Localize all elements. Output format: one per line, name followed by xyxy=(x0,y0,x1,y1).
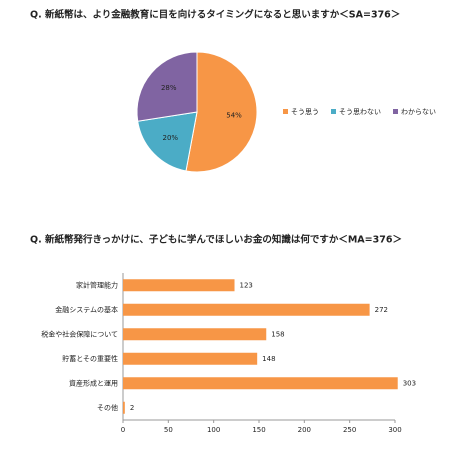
data-label: 20% xyxy=(163,134,179,142)
data-label: 2 xyxy=(130,404,134,412)
legend-label: そう思わない xyxy=(339,108,381,116)
chart-title: Q. 新紙幣は、より金融教育に目を向けるタイミングになると思いますか＜SA=37… xyxy=(30,9,400,21)
legend-label: わからない xyxy=(401,108,436,116)
x-tick-label: 200 xyxy=(298,426,311,434)
y-tick-label: その他 xyxy=(97,403,118,412)
data-label: 272 xyxy=(375,306,388,314)
bar xyxy=(123,352,258,365)
y-tick-label: 家計管理能力 xyxy=(76,280,118,289)
legend-swatch xyxy=(283,109,288,114)
y-tick-label: 税金や社会保障について xyxy=(41,329,118,338)
x-tick-label: 250 xyxy=(343,426,356,434)
bar xyxy=(123,401,125,414)
pie-slice xyxy=(136,51,198,122)
pie-slice xyxy=(185,51,258,173)
data-label: 123 xyxy=(240,281,253,289)
data-label: 158 xyxy=(271,330,284,338)
data-label: 28% xyxy=(161,84,177,92)
x-tick-label: 300 xyxy=(388,426,401,434)
legend-label: そう思う xyxy=(291,108,319,116)
x-tick-label: 50 xyxy=(164,426,173,434)
chart-title: Q. 新紙幣発行きっかけに、子どもに学んでほしいお金の知識は何ですか＜MA=37… xyxy=(30,234,402,246)
legend-swatch xyxy=(393,109,398,114)
x-tick-label: 0 xyxy=(121,426,125,434)
bar xyxy=(123,328,267,341)
y-tick-label: 資産形成と運用 xyxy=(69,378,118,387)
legend-swatch xyxy=(331,109,336,114)
data-label: 148 xyxy=(262,355,275,363)
data-label: 54% xyxy=(226,111,242,119)
x-tick-label: 100 xyxy=(207,426,220,434)
data-label: 303 xyxy=(403,379,416,387)
bar xyxy=(123,303,370,316)
x-tick-label: 150 xyxy=(252,426,265,434)
bar xyxy=(123,279,235,292)
bar xyxy=(123,377,398,390)
pie-slice xyxy=(137,111,198,172)
y-tick-label: 貯蓄とその重要性 xyxy=(62,354,118,363)
y-tick-label: 金融システムの基本 xyxy=(55,305,118,314)
